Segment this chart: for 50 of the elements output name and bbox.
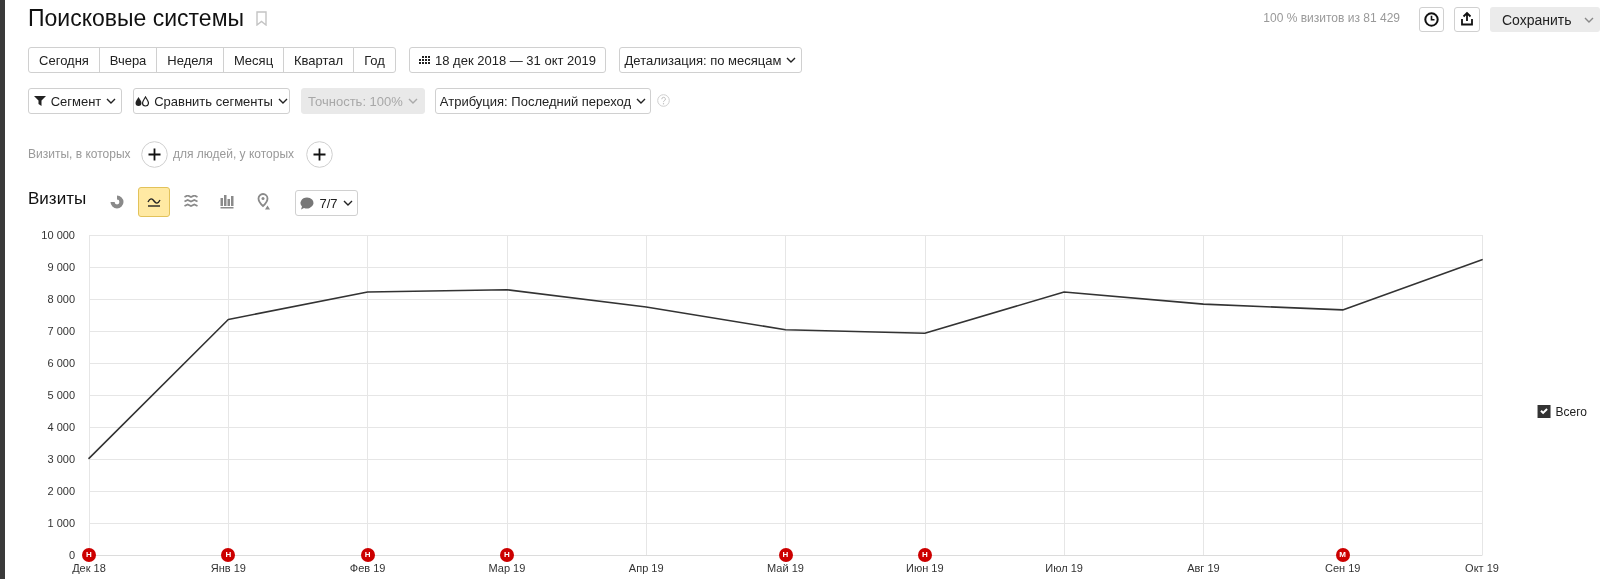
dropdown-button: Детализация: по месяцам <box>619 47 802 73</box>
y-tick-label: 6 000 <box>47 357 75 369</box>
text: для людей, у которых <box>173 147 295 161</box>
y-tick-label: 2 000 <box>47 485 75 497</box>
dropdown-button: 7/7 <box>295 190 358 216</box>
chart-title: Поисковые системы <box>28 5 244 32</box>
annotation: Н <box>221 548 236 562</box>
period-tab: Квартал <box>283 47 354 73</box>
y-tick-label: 4 000 <box>47 421 75 433</box>
x-tick-label: Мар 19 <box>488 561 526 574</box>
save-button: Сохранить <box>1490 7 1600 32</box>
line-series <box>88 258 1483 460</box>
y-tick-label: 3 000 <box>47 453 75 465</box>
annotation: Н <box>360 548 375 562</box>
period-tab: Сегодня <box>28 47 100 73</box>
dropdown-button: Сравнить сегменты <box>133 88 290 114</box>
x-tick-label: Дек 18 <box>72 561 106 574</box>
x-tick-label: Июн 19 <box>906 561 944 574</box>
y-tick-label: 7 000 <box>47 325 75 337</box>
x-tick-label: Окт 19 <box>1465 561 1499 574</box>
y-tick-label: 9 000 <box>47 261 75 273</box>
text: Визиты, в которых <box>28 147 131 161</box>
text: 100 % визитов из 81 429 <box>1263 11 1400 25</box>
period-tab: Неделя <box>156 47 224 73</box>
annotation: Н <box>82 548 96 562</box>
x-tick-label: Янв 19 <box>210 561 246 574</box>
annotation: М <box>1335 548 1350 562</box>
x-tick-label: Май 19 <box>767 561 804 574</box>
x-tick-label: Авг 19 <box>1187 561 1220 574</box>
period-tab: Вчера <box>99 47 157 73</box>
y-tick-label: 1 000 <box>47 517 75 529</box>
annotation: Н <box>499 548 514 562</box>
annotation: Н <box>778 548 793 562</box>
dropdown-button: Атрибуция: Последний переход <box>435 88 651 114</box>
dropdown-button: 18 дек 2018 — 31 окт 2019 <box>409 47 606 73</box>
x-tick-label: Фев 19 <box>349 561 386 574</box>
x-tick-label: Апр 19 <box>628 561 664 574</box>
y-tick-label: 5 000 <box>47 389 75 401</box>
period-tab: Год <box>353 47 396 73</box>
y-tick-label: 10 000 <box>41 229 75 241</box>
x-tick-label: Июл 19 <box>1045 561 1083 574</box>
legend-label: Всего <box>1555 404 1588 419</box>
chart-subtitle: Визиты <box>28 189 87 209</box>
y-tick-label: 8 000 <box>47 293 75 305</box>
dropdown-button: Точность: 100% <box>301 88 425 114</box>
dropdown-button: Сегмент <box>28 88 122 114</box>
x-tick-label: Сен 19 <box>1324 561 1361 574</box>
period-tab: Месяц <box>223 47 284 73</box>
y-tick-label: 0 <box>68 549 75 561</box>
annotation: Н <box>917 548 932 562</box>
